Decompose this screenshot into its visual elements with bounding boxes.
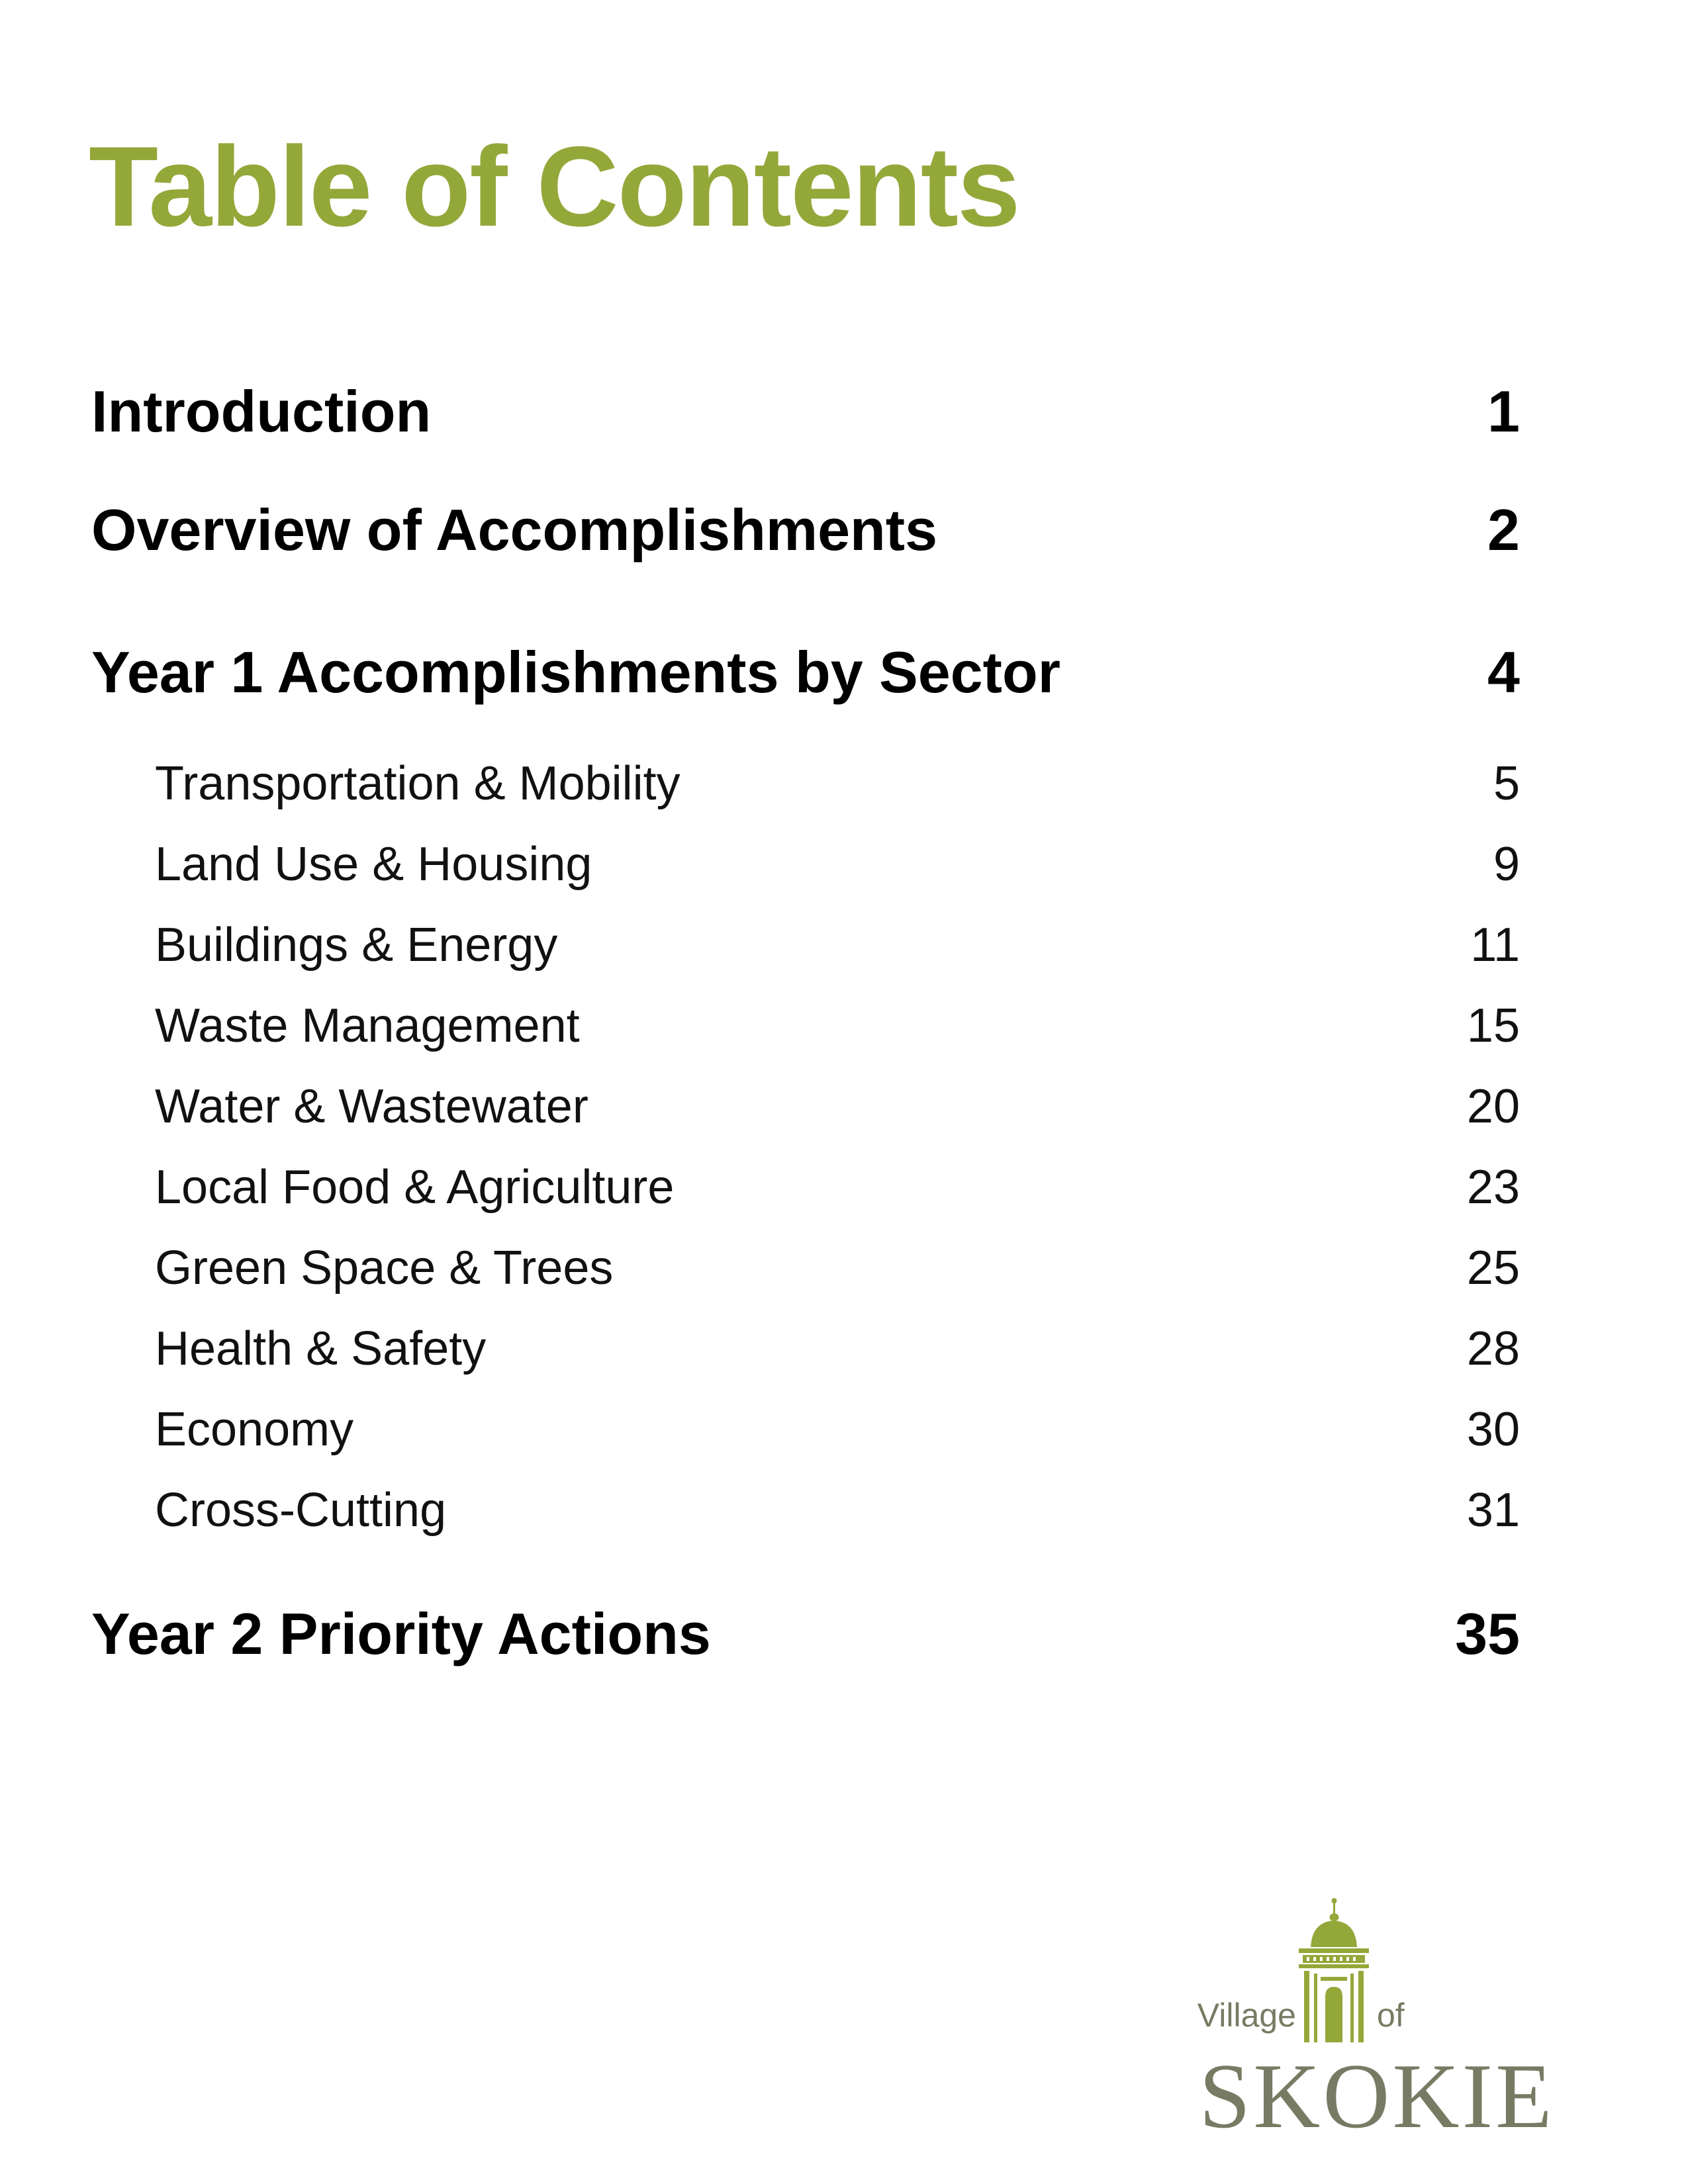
logo-village-text: Village [1197,1997,1296,2034]
logo-of-text: of [1377,1997,1405,2034]
toc-entry-page: 4 [1487,639,1520,705]
toc-sector-entry[interactable]: Cross-Cutting 31 [155,1486,1520,1534]
toc-entry-label: Cross-Cutting [155,1484,447,1537]
toc-sector-entry[interactable]: Local Food & Agriculture 23 [155,1163,1520,1211]
toc-entry-page: 23 [1466,1161,1520,1214]
toc-entry-page: 31 [1466,1484,1520,1537]
toc-entry-label: Overview of Accomplishments [91,497,938,563]
page-title: Table of Contents [89,123,1021,250]
toc-entry-label: Water & Wastewater [155,1080,588,1133]
toc-entry-label: Green Space & Trees [155,1242,614,1295]
toc-entry-label: Local Food & Agriculture [155,1161,675,1214]
toc-entry-label: Introduction [91,379,432,444]
toc-sector-entry[interactable]: Green Space & Trees 25 [155,1244,1520,1292]
toc-entry-page: 9 [1493,838,1520,891]
toc-entry-label: Economy [155,1403,354,1456]
toc-sector-entry[interactable]: Water & Wastewater 20 [155,1083,1520,1130]
toc-entry-page: 20 [1466,1080,1520,1133]
toc-entry-introduction[interactable]: Introduction 1 [91,383,1520,441]
toc-entry-page: 25 [1466,1242,1520,1295]
toc-entry-label: Transportation & Mobility [155,757,680,810]
toc-sector-entry[interactable]: Economy 30 [155,1406,1520,1453]
toc-entry-label: Land Use & Housing [155,838,592,891]
toc-entry-page: 15 [1466,999,1520,1052]
dome-tower-icon [1299,1898,1369,2042]
toc-sector-entry[interactable]: Land Use & Housing 9 [155,841,1520,888]
toc-sector-entry[interactable]: Health & Safety 28 [155,1325,1520,1373]
toc-entry-page: 30 [1466,1403,1520,1456]
toc-entry-label: Year 1 Accomplishments by Sector [91,639,1060,705]
toc-entry-page: 1 [1487,379,1520,444]
toc-entry-page: 11 [1470,919,1520,972]
toc-entry-page: 2 [1487,497,1520,563]
toc-entry-label: Health & Safety [155,1322,487,1375]
toc-entry-label: Year 2 Priority Actions [91,1601,711,1666]
toc-entry-page: 5 [1493,757,1520,810]
village-of-skokie-logo: Village of SKOKIE [1185,1893,1569,2144]
toc-entry-year1[interactable]: Year 1 Accomplishments by Sector 4 [91,643,1520,702]
logo-skokie-text: SKOKIE [1199,2045,1555,2148]
toc-entry-label: Waste Management [155,999,580,1052]
toc-sector-entry[interactable]: Waste Management 15 [155,1002,1520,1050]
toc-entry-year2[interactable]: Year 2 Priority Actions 35 [91,1605,1520,1663]
toc-entry-overview[interactable]: Overview of Accomplishments 2 [91,501,1520,559]
toc-entry-page: 35 [1455,1601,1520,1666]
toc-sector-entry[interactable]: Buildings & Energy 11 [155,921,1520,969]
toc-sector-entry[interactable]: Transportation & Mobility 5 [155,760,1520,807]
toc-entry-label: Buildings & Energy [155,919,558,972]
toc-entry-page: 28 [1466,1322,1520,1375]
